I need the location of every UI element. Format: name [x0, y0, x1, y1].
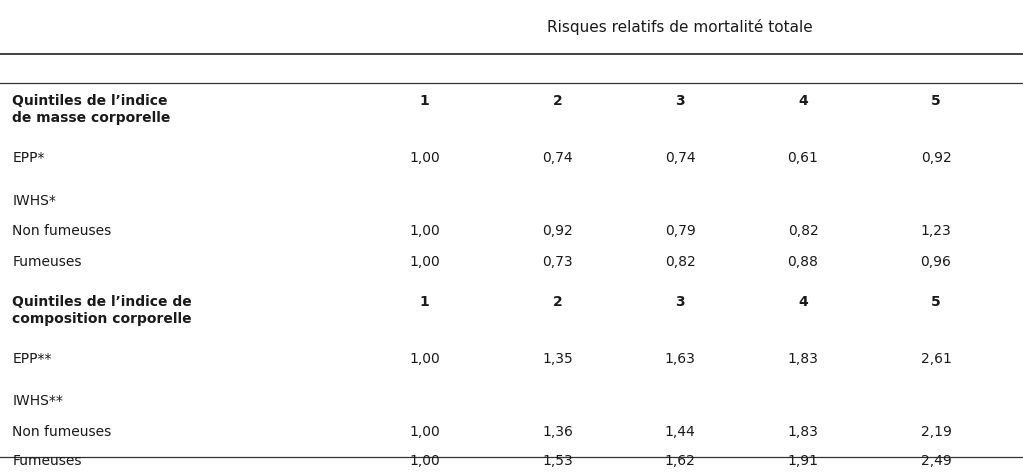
Text: 1: 1: [419, 94, 430, 109]
Text: 3: 3: [675, 295, 685, 309]
Text: 4: 4: [798, 94, 808, 109]
Text: 1,00: 1,00: [409, 352, 440, 366]
Text: 0,92: 0,92: [921, 151, 951, 165]
Text: 1,00: 1,00: [409, 425, 440, 439]
Text: 1,36: 1,36: [542, 425, 573, 439]
Text: 2: 2: [552, 94, 563, 109]
Text: 1,35: 1,35: [542, 352, 573, 366]
Text: Non fumeuses: Non fumeuses: [12, 224, 112, 238]
Text: 1,83: 1,83: [788, 425, 818, 439]
Text: Fumeuses: Fumeuses: [12, 255, 82, 269]
Text: 1,23: 1,23: [921, 224, 951, 238]
Text: 0,92: 0,92: [542, 224, 573, 238]
Text: 1,63: 1,63: [665, 352, 696, 366]
Text: 2,61: 2,61: [921, 352, 951, 366]
Text: 1,62: 1,62: [665, 454, 696, 468]
Text: 0,73: 0,73: [542, 255, 573, 269]
Text: IWHS*: IWHS*: [12, 194, 56, 208]
Text: 2: 2: [552, 295, 563, 309]
Text: Non fumeuses: Non fumeuses: [12, 425, 112, 439]
Text: 1,00: 1,00: [409, 224, 440, 238]
Text: 1,44: 1,44: [665, 425, 696, 439]
Text: Quintiles de l’indice
de masse corporelle: Quintiles de l’indice de masse corporell…: [12, 94, 171, 125]
Text: 1,83: 1,83: [788, 352, 818, 366]
Text: 1,00: 1,00: [409, 151, 440, 165]
Text: 0,82: 0,82: [665, 255, 696, 269]
Text: EPP**: EPP**: [12, 352, 52, 366]
Text: 0,79: 0,79: [665, 224, 696, 238]
Text: IWHS**: IWHS**: [12, 394, 63, 408]
Text: 5: 5: [931, 295, 941, 309]
Text: 0,74: 0,74: [542, 151, 573, 165]
Text: 5: 5: [931, 94, 941, 109]
Text: Quintiles de l’indice de
composition corporelle: Quintiles de l’indice de composition cor…: [12, 295, 192, 326]
Text: 1,53: 1,53: [542, 454, 573, 468]
Text: 4: 4: [798, 295, 808, 309]
Text: 0,88: 0,88: [788, 255, 818, 269]
Text: 1,00: 1,00: [409, 454, 440, 468]
Text: 1: 1: [419, 295, 430, 309]
Text: Risques relatifs de mortalité totale: Risques relatifs de mortalité totale: [547, 19, 813, 35]
Text: 3: 3: [675, 94, 685, 109]
Text: 0,82: 0,82: [788, 224, 818, 238]
Text: Fumeuses: Fumeuses: [12, 454, 82, 468]
Text: 2,19: 2,19: [921, 425, 951, 439]
Text: 0,96: 0,96: [921, 255, 951, 269]
Text: EPP*: EPP*: [12, 151, 45, 165]
Text: 0,61: 0,61: [788, 151, 818, 165]
Text: 1,00: 1,00: [409, 255, 440, 269]
Text: 1,91: 1,91: [788, 454, 818, 468]
Text: 0,74: 0,74: [665, 151, 696, 165]
Text: 2,49: 2,49: [921, 454, 951, 468]
